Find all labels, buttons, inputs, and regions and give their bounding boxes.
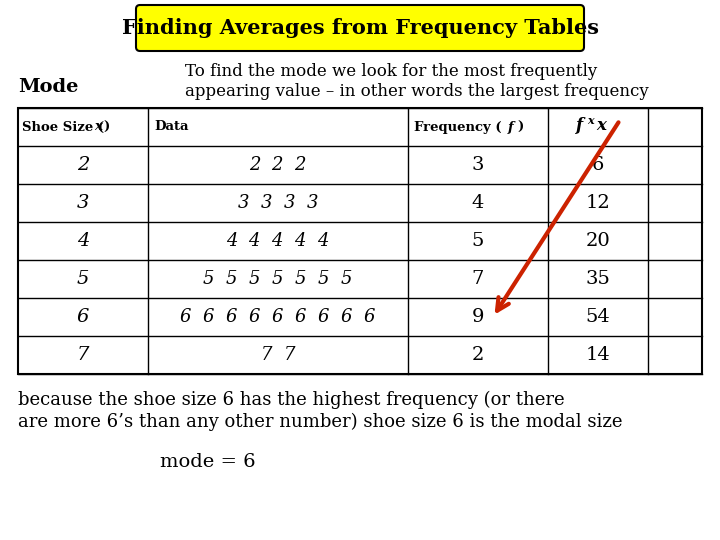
Text: ): ) (103, 120, 109, 133)
Text: 3: 3 (472, 156, 485, 174)
Text: 5: 5 (472, 232, 484, 250)
Bar (18, 108, 702, 374)
Text: 35: 35 (585, 270, 611, 288)
Text: Shoe Size (: Shoe Size ( (22, 120, 104, 133)
Text: 2: 2 (472, 346, 484, 364)
Text: 3: 3 (77, 194, 89, 212)
Text: 20: 20 (585, 232, 611, 250)
Text: 2: 2 (77, 156, 89, 174)
Text: Frequency (: Frequency ( (414, 120, 502, 133)
Text: 5  5  5  5  5  5  5: 5 5 5 5 5 5 5 (203, 270, 353, 288)
Text: f: f (576, 118, 583, 134)
Text: x: x (587, 114, 593, 125)
Text: 54: 54 (585, 308, 611, 326)
Text: Finding Averages from Frequency Tables: Finding Averages from Frequency Tables (122, 18, 598, 38)
Text: 7: 7 (77, 346, 89, 364)
Text: x: x (596, 118, 606, 134)
Text: To find the mode we look for the most frequently: To find the mode we look for the most fr… (185, 64, 598, 80)
Text: 6  6  6  6  6  6  6  6  6: 6 6 6 6 6 6 6 6 6 (180, 308, 376, 326)
Text: because the shoe size 6 has the highest frequency (or there: because the shoe size 6 has the highest … (18, 391, 564, 409)
Text: 4: 4 (77, 232, 89, 250)
Text: 3  3  3  3: 3 3 3 3 (238, 194, 318, 212)
Text: x: x (94, 120, 102, 133)
Text: 9: 9 (472, 308, 485, 326)
Text: 6: 6 (592, 156, 604, 174)
Text: 4  4  4  4  4: 4 4 4 4 4 (226, 232, 330, 250)
Text: ): ) (517, 120, 523, 133)
Text: 4: 4 (472, 194, 484, 212)
Text: f: f (508, 120, 514, 133)
FancyBboxPatch shape (136, 5, 584, 51)
Text: mode = 6: mode = 6 (160, 453, 256, 471)
Text: 2  2  2: 2 2 2 (249, 156, 307, 174)
Text: Data: Data (154, 120, 189, 133)
Text: 7: 7 (472, 270, 484, 288)
Text: Mode: Mode (18, 78, 78, 96)
Text: 5: 5 (77, 270, 89, 288)
Text: are more 6’s than any other number) shoe size 6 is the modal size: are more 6’s than any other number) shoe… (18, 413, 623, 431)
Text: 12: 12 (585, 194, 611, 212)
Text: appearing value – in other words the largest frequency: appearing value – in other words the lar… (185, 84, 649, 100)
Text: 7  7: 7 7 (261, 346, 295, 364)
Text: 14: 14 (585, 346, 611, 364)
Text: 6: 6 (77, 308, 89, 326)
